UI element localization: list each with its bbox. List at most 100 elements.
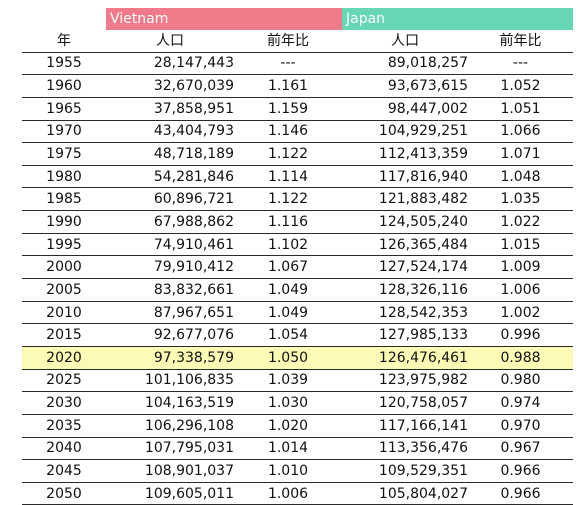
vietnam-population-column-header: 人口 [106, 30, 234, 53]
japan-ratio-cell: 1.071 [468, 142, 573, 166]
japan-group-header: Japan [342, 8, 573, 30]
vietnam-population-cell: 54,281,846 [106, 165, 234, 189]
japan-population-column-header: 人口 [342, 30, 468, 53]
year-cell: 2045 [22, 459, 106, 483]
japan-population-cell: 128,542,353 [342, 301, 468, 325]
year-cell: 1990 [22, 210, 106, 234]
table-row: 1970 43,404,793 1.146 104,929,251 1.066 [22, 120, 573, 144]
table-row: 1960 32,670,039 1.161 93,673,615 1.052 [22, 74, 573, 98]
table-row: 2040 107,795,031 1.014 113,356,476 0.967 [22, 437, 573, 461]
table-row: 1985 60,896,721 1.122 121,883,482 1.035 [22, 187, 573, 212]
vietnam-ratio-cell: 1.049 [234, 301, 342, 325]
japan-ratio-cell: 0.996 [468, 323, 573, 347]
year-cell: 2025 [22, 369, 106, 393]
vietnam-ratio-cell: 1.122 [234, 187, 342, 212]
year-cell: 2020 [22, 346, 106, 370]
vietnam-population-cell: 79,910,412 [106, 255, 234, 280]
vietnam-ratio-column-header: 前年比 [234, 30, 342, 53]
japan-ratio-cell: 0.967 [468, 437, 573, 461]
vietnam-population-cell: 32,670,039 [106, 74, 234, 98]
japan-ratio-cell: 0.974 [468, 391, 573, 415]
japan-population-cell: 89,018,257 [342, 52, 468, 76]
japan-population-cell: 127,524,174 [342, 255, 468, 280]
vietnam-ratio-cell: 1.039 [234, 369, 342, 393]
vietnam-population-cell: 106,296,108 [106, 414, 234, 438]
japan-population-cell: 120,758,057 [342, 391, 468, 415]
japan-population-cell: 98,447,002 [342, 97, 468, 121]
vietnam-ratio-cell: 1.116 [234, 210, 342, 234]
table-row: 1990 67,988,862 1.116 124,505,240 1.022 [22, 210, 573, 234]
year-cell: 2035 [22, 414, 106, 438]
year-cell: 1970 [22, 120, 106, 144]
table-row: 2045 108,901,037 1.010 109,529,351 0.966 [22, 459, 573, 483]
japan-ratio-cell: 0.966 [468, 459, 573, 483]
japan-population-cell: 117,166,141 [342, 414, 468, 438]
year-cell: 2040 [22, 437, 106, 461]
japan-population-cell: 105,804,027 [342, 482, 468, 505]
japan-population-cell: 93,673,615 [342, 74, 468, 98]
japan-ratio-cell: 1.052 [468, 74, 573, 98]
table-row: 2010 87,967,651 1.049 128,542,353 1.002 [22, 301, 573, 325]
vietnam-population-cell: 97,338,579 [106, 346, 234, 370]
japan-ratio-cell: 0.966 [468, 482, 573, 505]
year-cell: 1975 [22, 142, 106, 166]
year-cell: 1960 [22, 74, 106, 98]
table-row-highlighted: 2020 97,338,579 1.050 126,476,461 0.988 [22, 346, 573, 370]
vietnam-population-cell: 83,832,661 [106, 278, 234, 302]
japan-ratio-cell: 0.970 [468, 414, 573, 438]
year-cell: 2010 [22, 301, 106, 325]
vietnam-population-cell: 48,718,189 [106, 142, 234, 166]
japan-population-cell: 127,985,133 [342, 323, 468, 347]
vietnam-ratio-cell: 1.161 [234, 74, 342, 98]
japan-ratio-column-header: 前年比 [468, 30, 573, 53]
table-row: 2000 79,910,412 1.067 127,524,174 1.009 [22, 255, 573, 280]
japan-population-cell: 121,883,482 [342, 187, 468, 212]
vietnam-population-cell: 28,147,443 [106, 52, 234, 76]
year-cell: 2015 [22, 323, 106, 347]
population-table: Vietnam Japan 年 人口 前年比 人口 前年比 1955 28,147… [22, 8, 573, 505]
vietnam-population-cell: 60,896,721 [106, 187, 234, 212]
vietnam-population-cell: 67,988,862 [106, 210, 234, 234]
year-cell: 1965 [22, 97, 106, 121]
japan-population-cell: 126,476,461 [342, 346, 468, 370]
japan-ratio-cell: 1.002 [468, 301, 573, 325]
table-row: 1965 37,858,951 1.159 98,447,002 1.051 [22, 97, 573, 121]
vietnam-ratio-cell: 1.122 [234, 142, 342, 166]
table-row: 1975 48,718,189 1.122 112,413,359 1.071 [22, 142, 573, 166]
table-row: 1995 74,910,461 1.102 126,365,484 1.015 [22, 233, 573, 257]
japan-population-cell: 109,529,351 [342, 459, 468, 483]
year-cell: 2050 [22, 482, 106, 505]
table-row: 2050 109,605,011 1.006 105,804,027 0.966 [22, 482, 573, 505]
vietnam-ratio-cell: 1.050 [234, 346, 342, 370]
japan-population-cell: 112,413,359 [342, 142, 468, 166]
group-header-spacer [22, 8, 106, 30]
vietnam-ratio-cell: 1.102 [234, 233, 342, 257]
vietnam-population-cell: 87,967,651 [106, 301, 234, 325]
year-cell: 1985 [22, 187, 106, 212]
table-row: 1980 54,281,846 1.114 117,816,940 1.048 [22, 165, 573, 189]
japan-population-cell: 117,816,940 [342, 165, 468, 189]
vietnam-ratio-cell: 1.146 [234, 120, 342, 144]
vietnam-ratio-cell: --- [234, 52, 342, 76]
japan-ratio-cell: 1.022 [468, 210, 573, 234]
table-body: 1955 28,147,443 --- 89,018,257 --- 1960 32,670… [22, 52, 573, 505]
japan-ratio-cell: 1.048 [468, 165, 573, 189]
vietnam-ratio-cell: 1.049 [234, 278, 342, 302]
table-row: 2030 104,163,519 1.030 120,758,057 0.974 [22, 391, 573, 415]
year-cell: 2000 [22, 255, 106, 280]
vietnam-ratio-cell: 1.030 [234, 391, 342, 415]
year-cell: 1980 [22, 165, 106, 189]
vietnam-population-cell: 101,106,835 [106, 369, 234, 393]
japan-ratio-cell: 1.009 [468, 255, 573, 280]
japan-ratio-cell: 1.006 [468, 278, 573, 302]
vietnam-population-cell: 74,910,461 [106, 233, 234, 257]
vietnam-ratio-cell: 1.054 [234, 323, 342, 347]
vietnam-population-cell: 109,605,011 [106, 482, 234, 505]
column-header-row: 年 人口 前年比 人口 前年比 [22, 30, 573, 53]
table-row: 2025 101,106,835 1.039 123,975,982 0.980 [22, 369, 573, 393]
vietnam-population-cell: 108,901,037 [106, 459, 234, 483]
vietnam-group-header: Vietnam [106, 8, 342, 30]
japan-population-cell: 113,356,476 [342, 437, 468, 461]
year-cell: 2030 [22, 391, 106, 415]
vietnam-population-cell: 92,677,076 [106, 323, 234, 347]
